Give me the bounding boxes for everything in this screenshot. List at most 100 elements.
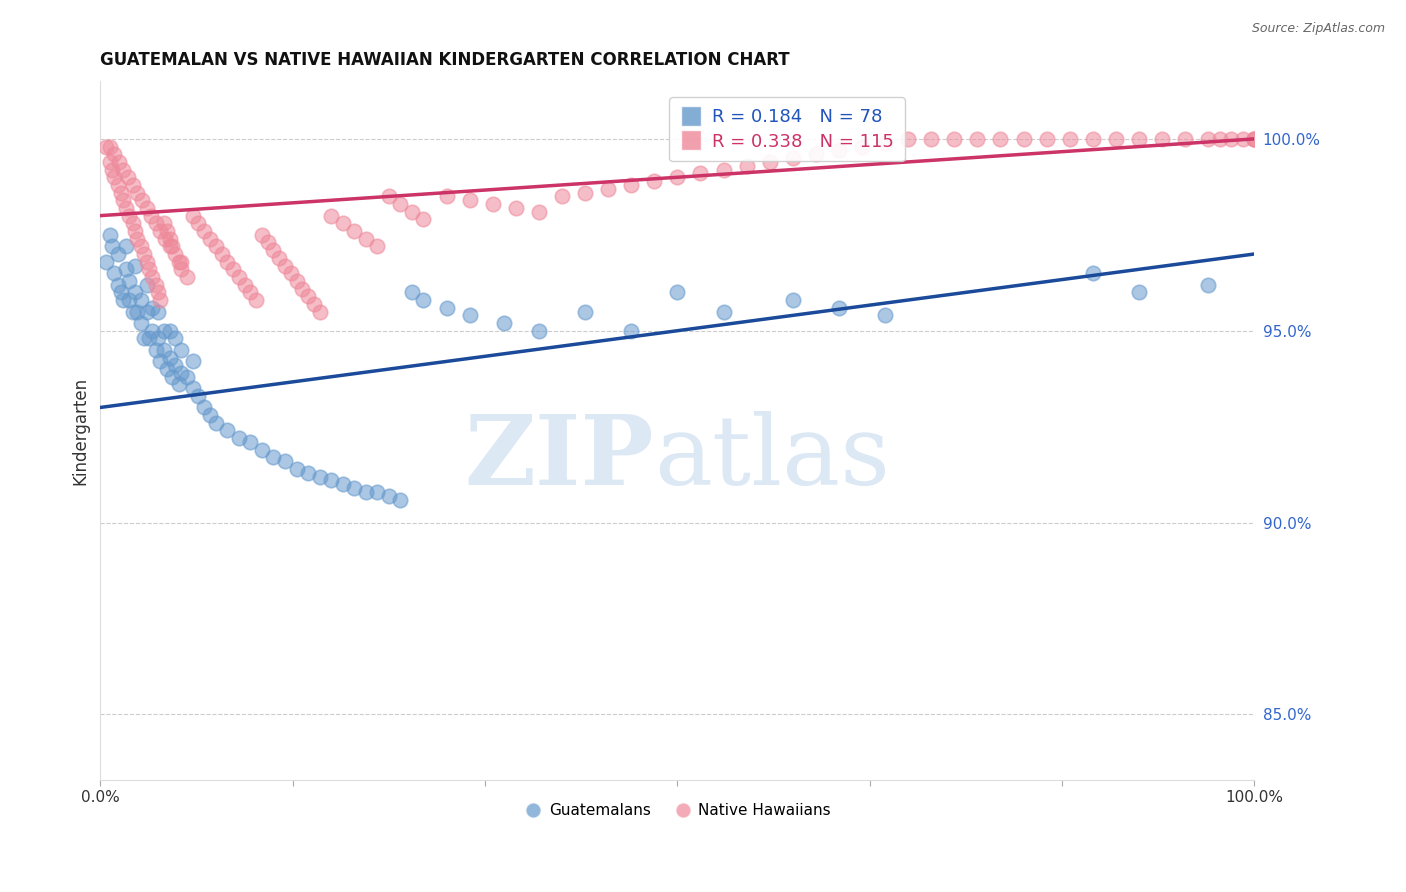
Point <box>250 442 273 457</box>
Point <box>98 227 121 242</box>
Point <box>118 293 141 307</box>
Point <box>458 194 481 208</box>
Point <box>187 389 209 403</box>
Point <box>159 232 181 246</box>
Point <box>943 132 966 146</box>
Point <box>103 266 125 280</box>
Point <box>141 324 163 338</box>
Point <box>103 170 125 185</box>
Point <box>332 216 354 230</box>
Point <box>1012 132 1035 146</box>
Point <box>689 166 711 180</box>
Point <box>354 484 377 499</box>
Point <box>354 232 377 246</box>
Point <box>146 285 169 300</box>
Point <box>170 366 193 380</box>
Point <box>875 309 897 323</box>
Point <box>308 469 330 483</box>
Point <box>198 232 221 246</box>
Point <box>920 132 942 146</box>
Point <box>1243 132 1265 146</box>
Point <box>239 285 262 300</box>
Point <box>211 247 233 261</box>
Point <box>103 147 125 161</box>
Point <box>134 247 156 261</box>
Point <box>149 354 172 368</box>
Point <box>574 304 596 318</box>
Point <box>321 474 343 488</box>
Point <box>378 489 401 503</box>
Point <box>112 162 135 177</box>
Point <box>280 266 302 280</box>
Point <box>135 201 157 215</box>
Point <box>153 216 176 230</box>
Point <box>828 301 851 315</box>
Point <box>228 431 250 445</box>
Text: ZIP: ZIP <box>465 411 654 506</box>
Point <box>107 178 129 192</box>
Point <box>412 212 434 227</box>
Point <box>1081 132 1104 146</box>
Point <box>118 209 141 223</box>
Point <box>233 277 256 292</box>
Point <box>98 139 121 153</box>
Point <box>1220 132 1243 146</box>
Point <box>129 239 152 253</box>
Point <box>110 285 132 300</box>
Point <box>1243 132 1265 146</box>
Point <box>505 201 527 215</box>
Point <box>302 297 325 311</box>
Point <box>1081 266 1104 280</box>
Point <box>153 324 176 338</box>
Point <box>131 194 153 208</box>
Point <box>127 186 149 200</box>
Point <box>598 182 620 196</box>
Point <box>804 147 827 161</box>
Point <box>782 293 804 307</box>
Point <box>117 170 139 185</box>
Point <box>193 401 215 415</box>
Point <box>851 139 873 153</box>
Point <box>145 277 167 292</box>
Point <box>138 262 160 277</box>
Point <box>366 239 388 253</box>
Point <box>153 232 176 246</box>
Point <box>167 254 190 268</box>
Point <box>118 274 141 288</box>
Point <box>108 155 131 169</box>
Point <box>156 362 179 376</box>
Point <box>828 144 851 158</box>
Point <box>782 151 804 165</box>
Point <box>110 186 132 200</box>
Point <box>170 343 193 357</box>
Point <box>139 209 162 223</box>
Point <box>121 216 143 230</box>
Point <box>245 293 267 307</box>
Point <box>436 301 458 315</box>
Point <box>129 293 152 307</box>
Point <box>1243 132 1265 146</box>
Point <box>138 331 160 345</box>
Point <box>165 247 187 261</box>
Point <box>134 331 156 345</box>
Point <box>378 189 401 203</box>
Point <box>181 354 204 368</box>
Point <box>141 270 163 285</box>
Point <box>343 481 366 495</box>
Point <box>1059 132 1081 146</box>
Point <box>165 358 187 372</box>
Point <box>146 304 169 318</box>
Point <box>204 239 226 253</box>
Point <box>527 324 550 338</box>
Point <box>389 197 412 211</box>
Point <box>107 277 129 292</box>
Point <box>1128 285 1150 300</box>
Point <box>1209 132 1232 146</box>
Point <box>643 174 665 188</box>
Point <box>181 381 204 395</box>
Point <box>135 254 157 268</box>
Point <box>1197 277 1219 292</box>
Y-axis label: Kindergarten: Kindergarten <box>72 376 89 484</box>
Point <box>124 259 146 273</box>
Point <box>181 209 204 223</box>
